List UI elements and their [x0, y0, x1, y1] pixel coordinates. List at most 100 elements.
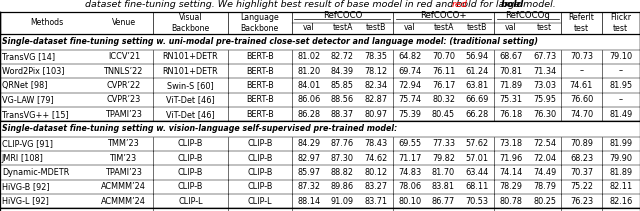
Text: 81.49: 81.49 — [609, 110, 632, 119]
Text: Flickr
test: Flickr test — [611, 13, 631, 33]
Text: 76.30: 76.30 — [533, 110, 556, 119]
Text: TNNLS’22: TNNLS’22 — [104, 67, 143, 76]
Text: 72.94: 72.94 — [398, 81, 421, 90]
Text: Methods: Methods — [31, 19, 64, 27]
Text: TransVG++ [15]: TransVG++ [15] — [2, 110, 68, 119]
Text: CLIP-B: CLIP-B — [247, 182, 273, 191]
Text: CLIP-L: CLIP-L — [178, 197, 203, 206]
Text: ReferIt
test: ReferIt test — [568, 13, 595, 33]
Text: TPAMI’23: TPAMI’23 — [106, 110, 142, 119]
Text: 82.97: 82.97 — [297, 154, 320, 162]
Text: 76.18: 76.18 — [499, 110, 522, 119]
Text: 66.69: 66.69 — [465, 95, 489, 104]
Text: 75.74: 75.74 — [398, 95, 421, 104]
Text: 82.87: 82.87 — [365, 95, 388, 104]
Text: ViT-Det [46]: ViT-Det [46] — [166, 95, 215, 104]
Text: val: val — [404, 23, 416, 32]
Text: RN101+DETR: RN101+DETR — [163, 52, 218, 61]
Text: 78.35: 78.35 — [365, 52, 388, 61]
Text: 83.71: 83.71 — [365, 197, 388, 206]
Text: ACMMM’24: ACMMM’24 — [101, 182, 147, 191]
Text: 70.89: 70.89 — [570, 139, 593, 148]
Text: RN101+DETR: RN101+DETR — [163, 67, 218, 76]
Text: CLIP-B: CLIP-B — [247, 154, 273, 162]
Text: TIM’23: TIM’23 — [110, 154, 138, 162]
Text: Word2Pix [103]: Word2Pix [103] — [2, 67, 65, 76]
Text: 72.54: 72.54 — [533, 139, 556, 148]
Text: 82.34: 82.34 — [365, 81, 388, 90]
Text: CLIP-B: CLIP-B — [178, 154, 203, 162]
Text: HiVG-B [92]: HiVG-B [92] — [2, 182, 49, 191]
Text: test: test — [537, 23, 552, 32]
Text: 76.60: 76.60 — [570, 95, 593, 104]
Text: CLIP-B: CLIP-B — [178, 182, 203, 191]
Text: 56.94: 56.94 — [465, 52, 489, 61]
Text: 75.95: 75.95 — [533, 95, 556, 104]
Text: 83.81: 83.81 — [432, 182, 455, 191]
Text: BERT-B: BERT-B — [246, 110, 274, 119]
Text: CLIP-B: CLIP-B — [247, 168, 273, 177]
Text: 81.20: 81.20 — [297, 67, 321, 76]
Text: 78.06: 78.06 — [398, 182, 421, 191]
Text: 80.45: 80.45 — [432, 110, 455, 119]
Text: testB: testB — [467, 23, 488, 32]
Text: 71.89: 71.89 — [499, 81, 522, 90]
Text: 80.97: 80.97 — [365, 110, 388, 119]
Text: bold: bold — [501, 0, 524, 9]
Text: dataset fine-tuning setting. We highlight best result of base model in red and b: dataset fine-tuning setting. We highligh… — [84, 0, 556, 9]
Text: 84.29: 84.29 — [297, 139, 321, 148]
Text: –: – — [619, 67, 623, 76]
Text: red: red — [452, 0, 468, 9]
Text: RefCOCO+: RefCOCO+ — [420, 11, 467, 20]
Text: CLIP-L: CLIP-L — [248, 197, 272, 206]
Text: 63.44: 63.44 — [465, 168, 489, 177]
Text: 85.97: 85.97 — [297, 168, 320, 177]
Text: 69.55: 69.55 — [398, 139, 421, 148]
Text: 81.70: 81.70 — [432, 168, 455, 177]
Text: 84.39: 84.39 — [331, 67, 354, 76]
Text: 84.01: 84.01 — [297, 81, 321, 90]
Text: 74.70: 74.70 — [570, 110, 593, 119]
Text: 80.78: 80.78 — [499, 197, 522, 206]
Text: 75.39: 75.39 — [398, 110, 421, 119]
Text: 88.37: 88.37 — [331, 110, 354, 119]
Text: Single-dataset fine-tuning setting w. vision-language self-supervised pre-traine: Single-dataset fine-tuning setting w. vi… — [2, 124, 397, 133]
Text: CLIP-B: CLIP-B — [178, 139, 203, 148]
Text: 70.73: 70.73 — [570, 52, 593, 61]
Text: TMM’23: TMM’23 — [108, 139, 140, 148]
Text: 80.25: 80.25 — [533, 197, 556, 206]
Text: 70.53: 70.53 — [466, 197, 489, 206]
Text: 64.82: 64.82 — [398, 52, 422, 61]
Text: 76.23: 76.23 — [570, 197, 593, 206]
Text: Language
Backbone: Language Backbone — [241, 13, 279, 33]
Text: testB: testB — [366, 23, 387, 32]
Text: 81.02: 81.02 — [297, 52, 321, 61]
Text: 81.99: 81.99 — [609, 139, 632, 148]
Text: 91.09: 91.09 — [331, 197, 354, 206]
Text: 80.32: 80.32 — [432, 95, 455, 104]
Text: 85.85: 85.85 — [331, 81, 354, 90]
Text: RefCOCO: RefCOCO — [323, 11, 362, 20]
Text: 68.67: 68.67 — [499, 52, 522, 61]
Text: 76.17: 76.17 — [432, 81, 455, 90]
Text: 83.27: 83.27 — [365, 182, 388, 191]
Text: testA: testA — [332, 23, 353, 32]
Text: CLIP-B: CLIP-B — [247, 139, 273, 148]
Text: BERT-B: BERT-B — [246, 81, 274, 90]
Text: 86.06: 86.06 — [297, 95, 321, 104]
Text: –: – — [579, 67, 584, 76]
Text: 79.90: 79.90 — [609, 154, 632, 162]
Text: CVPR’22: CVPR’22 — [107, 81, 141, 90]
Text: 79.82: 79.82 — [432, 154, 455, 162]
Text: VG-LAW [79]: VG-LAW [79] — [2, 95, 54, 104]
Text: val: val — [303, 23, 315, 32]
Text: 69.74: 69.74 — [398, 67, 422, 76]
Text: JMRI [108]: JMRI [108] — [2, 154, 44, 162]
Text: 81.95: 81.95 — [609, 81, 632, 90]
Text: CLIP-VG [91]: CLIP-VG [91] — [2, 139, 53, 148]
Text: 72.04: 72.04 — [533, 154, 556, 162]
Text: 82.72: 82.72 — [331, 52, 354, 61]
Text: 63.81: 63.81 — [465, 81, 489, 90]
Text: 76.11: 76.11 — [432, 67, 455, 76]
Text: BERT-B: BERT-B — [246, 95, 274, 104]
